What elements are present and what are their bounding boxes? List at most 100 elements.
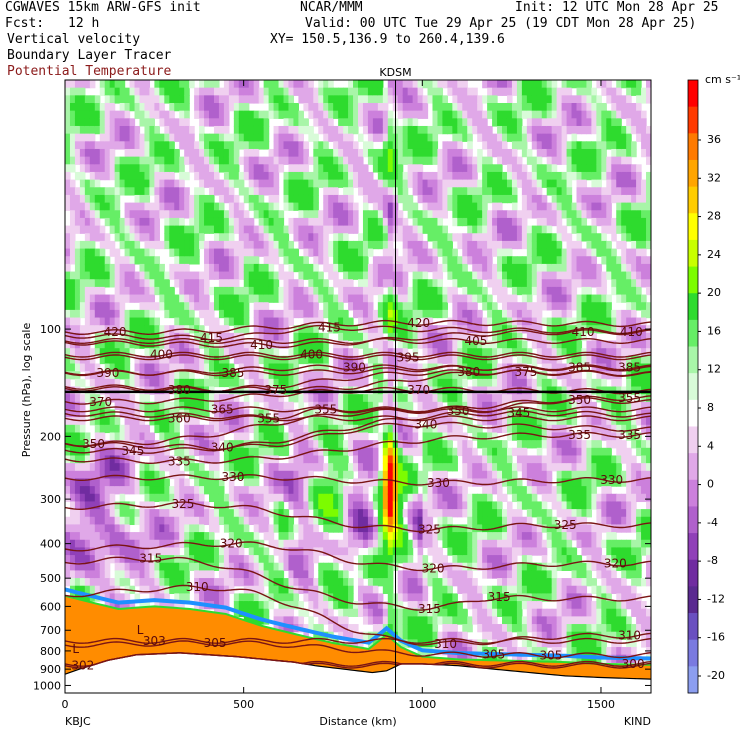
w-cell [179, 217, 185, 227]
w-cell [407, 493, 414, 503]
w-cell [333, 317, 339, 326]
w-cell [442, 210, 448, 219]
w-cell [69, 455, 76, 464]
w-cell [263, 164, 270, 173]
w-cell [367, 194, 374, 204]
w-cell [417, 524, 424, 533]
w-cell [94, 248, 101, 257]
w-cell [104, 263, 111, 273]
w-cell [139, 447, 146, 457]
w-cell [79, 401, 86, 411]
w-cell [387, 470, 394, 480]
w-cell [218, 432, 225, 441]
w-cell [362, 601, 369, 610]
w-cell [253, 417, 260, 426]
w-cell [144, 578, 151, 587]
w-cell [288, 501, 295, 510]
w-cell [209, 463, 215, 472]
w-cell [268, 279, 275, 288]
w-cell [338, 332, 344, 342]
w-cell [407, 440, 414, 449]
w-cell [447, 562, 453, 571]
w-cell [84, 95, 91, 104]
w-cell [308, 470, 314, 480]
w-cell [372, 148, 379, 158]
w-cell [69, 102, 76, 112]
w-cell [65, 332, 71, 342]
w-cell [447, 80, 453, 89]
w-cell [253, 455, 260, 464]
w-cell [387, 194, 394, 204]
w-cell [74, 348, 81, 357]
w-cell [114, 463, 121, 472]
w-cell [238, 225, 245, 234]
w-cell [218, 202, 225, 211]
w-cell [288, 217, 295, 227]
w-cell [119, 401, 126, 411]
w-cell [253, 194, 260, 204]
w-cell [114, 217, 121, 227]
plot-area [65, 80, 651, 693]
w-cell [238, 409, 245, 418]
w-cell [94, 179, 101, 188]
w-cell [328, 80, 334, 89]
w-cell [233, 256, 240, 265]
w-cell [119, 309, 126, 319]
w-cell [382, 516, 389, 526]
w-cell [288, 547, 295, 556]
w-cell [397, 171, 404, 181]
w-cell [263, 348, 270, 357]
w-cell [303, 80, 309, 89]
w-cell [65, 371, 71, 380]
w-cell [159, 570, 165, 579]
w-cell [288, 616, 295, 625]
w-cell [164, 156, 170, 165]
w-cell [65, 470, 71, 480]
w-cell [243, 286, 250, 296]
w-cell [437, 279, 444, 288]
w-cell [209, 440, 215, 449]
w-cell [397, 432, 404, 441]
w-cell [283, 187, 290, 196]
w-cell [104, 156, 111, 165]
w-cell [218, 340, 225, 349]
w-cell [263, 562, 270, 571]
w-cell [124, 332, 131, 342]
w-cell [114, 95, 121, 104]
w-cell [79, 294, 86, 303]
w-cell [129, 240, 136, 250]
w-cell [362, 340, 369, 349]
w-cell [387, 631, 394, 640]
w-cell [303, 447, 309, 457]
w-cell [278, 125, 285, 135]
w-cell [184, 501, 190, 510]
w-cell [213, 363, 220, 372]
w-cell [353, 263, 359, 273]
w-cell [323, 187, 329, 196]
w-cell [223, 463, 230, 472]
w-cell [427, 187, 434, 196]
w-cell [169, 148, 175, 158]
w-cell [343, 194, 349, 204]
w-cell [402, 80, 409, 89]
w-cell [65, 394, 71, 403]
w-cell [174, 80, 180, 89]
w-cell [184, 87, 190, 96]
w-cell [263, 118, 270, 127]
w-cell [402, 141, 409, 150]
w-cell [452, 118, 458, 127]
w-cell [139, 256, 146, 265]
w-cell [303, 478, 309, 487]
w-cell [343, 547, 349, 556]
w-cell [273, 348, 280, 357]
w-cell [104, 279, 111, 288]
w-cell [273, 624, 280, 633]
w-cell [74, 585, 81, 594]
w-cell [273, 394, 280, 403]
w-cell [328, 248, 334, 257]
w-cell [268, 210, 275, 219]
w-cell [69, 355, 76, 365]
w-cell [417, 294, 424, 303]
w-cell [273, 279, 280, 288]
w-cell [303, 240, 309, 250]
